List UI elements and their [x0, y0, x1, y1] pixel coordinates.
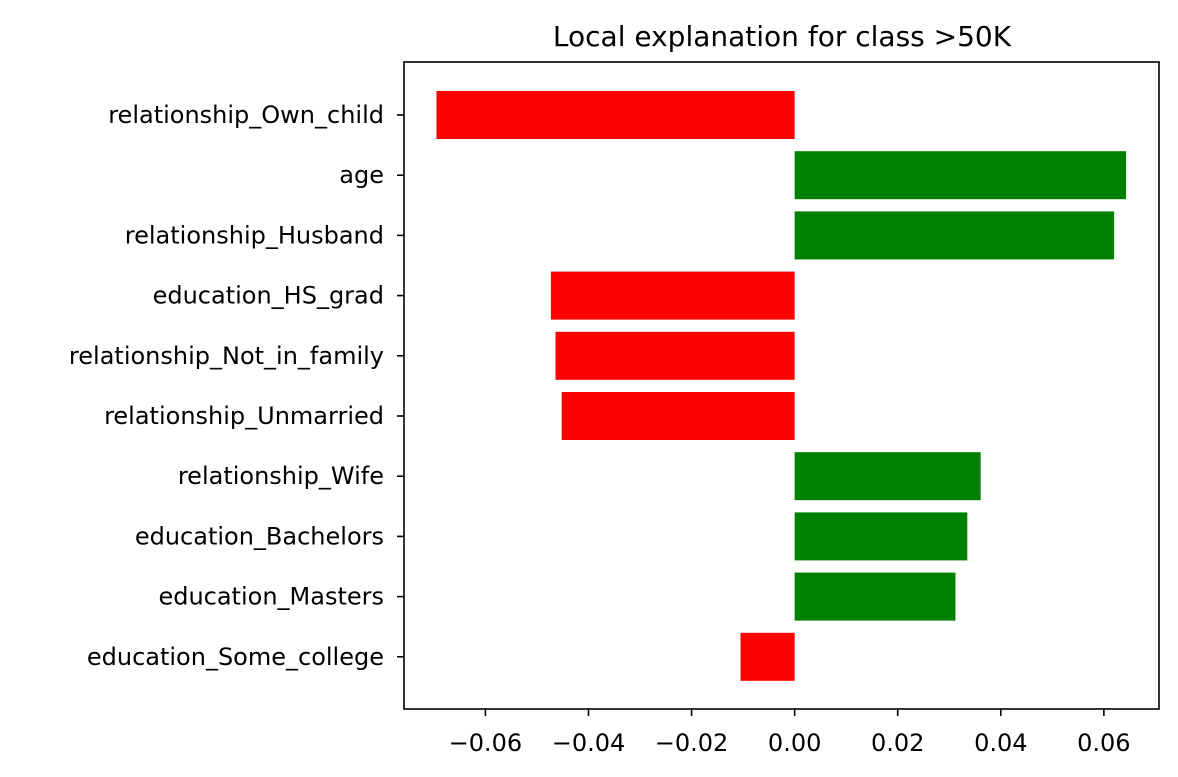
y-tick-label: education_Some_college — [87, 643, 384, 671]
y-tick-label: relationship_Unmarried — [104, 402, 384, 430]
y-tick-label: relationship_Not_in_family — [69, 342, 384, 370]
bar-age — [794, 151, 1127, 200]
bars — [436, 91, 1127, 681]
x-tick-label: 0.00 — [768, 729, 821, 757]
y-tick-label: education_Masters — [158, 583, 384, 611]
chart-title: Local explanation for class >50K — [553, 20, 1012, 53]
y-tick-label: age — [339, 161, 384, 189]
bar-education_Masters — [794, 572, 956, 621]
bar-relationship_Husband — [794, 211, 1115, 260]
y-tick-label: education_HS_grad — [153, 282, 384, 310]
plot-frame — [403, 61, 1160, 710]
x-tick-label: 0.04 — [974, 729, 1027, 757]
x-tick-label: 0.02 — [871, 729, 924, 757]
y-tick-label: relationship_Wife — [178, 462, 384, 490]
bar-education_Some_college — [740, 632, 795, 681]
y-tick-label: relationship_Husband — [125, 221, 384, 249]
x-tick-label: −0.06 — [449, 729, 523, 757]
bar-relationship_Unmarried — [561, 392, 795, 440]
bar-education_HS_grad — [550, 271, 795, 320]
x-tick-label: 0.06 — [1077, 729, 1130, 757]
bar-relationship_Own_child — [436, 91, 795, 139]
y-tick-label: relationship_Own_child — [108, 101, 384, 129]
y-tick-label: education_Bachelors — [135, 522, 384, 550]
x-tick-label: −0.02 — [655, 729, 729, 757]
bar-relationship_Wife — [794, 452, 981, 501]
x-tick-label: −0.04 — [552, 729, 626, 757]
bar-education_Bachelors — [794, 512, 968, 561]
x-axis: −0.06 −0.04 −0.02 0.00 0.02 0.04 0.06 — [449, 709, 1131, 757]
bar-relationship_Not_in_family — [555, 331, 795, 380]
